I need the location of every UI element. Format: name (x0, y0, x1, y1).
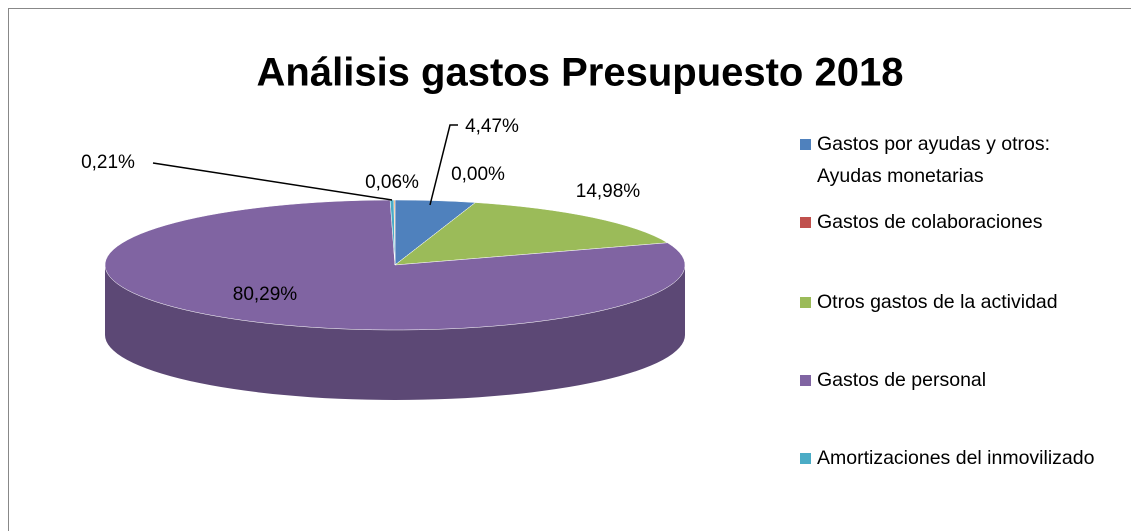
pie-slice-side (105, 265, 685, 400)
data-label: 0,06% (365, 172, 419, 193)
data-label: 14,98% (576, 181, 641, 202)
leader-line (152, 162, 393, 201)
legend-swatch (800, 453, 811, 464)
data-label: 4,47% (465, 116, 519, 137)
pie-slice (393, 199, 396, 266)
chart-title: Análisis gastos Presupuesto 2018 (257, 51, 904, 95)
legend-item: Amortizaciones del inmovilizado (800, 442, 1110, 474)
legend-label: Amortizaciones del inmovilizado (817, 447, 1095, 469)
legend-label: Gastos de personal (817, 369, 987, 391)
legend-swatch (800, 217, 811, 228)
legend-item: Gastos de personal (800, 364, 1110, 396)
legend-swatch (800, 297, 811, 308)
legend-label: Gastos por ayudas y otros: Ayudas moneta… (817, 133, 1051, 187)
pie (104, 199, 686, 400)
legend-swatch (800, 139, 811, 150)
data-label: 0,00% (451, 164, 505, 185)
data-label: 0,21% (81, 152, 135, 173)
legend-item: Gastos de colaboraciones (800, 206, 1110, 238)
data-label: 80,29% (233, 284, 298, 305)
pie-slice (394, 202, 669, 266)
legend-item: Gastos por ayudas y otros: Ayudas moneta… (800, 128, 1110, 192)
legend-swatch (800, 375, 811, 386)
leader-line (429, 124, 458, 206)
legend-item: Otros gastos de la actividad (800, 286, 1110, 318)
legend-label: Otros gastos de la actividad (817, 291, 1058, 313)
legend-label: Gastos de colaboraciones (817, 211, 1043, 233)
